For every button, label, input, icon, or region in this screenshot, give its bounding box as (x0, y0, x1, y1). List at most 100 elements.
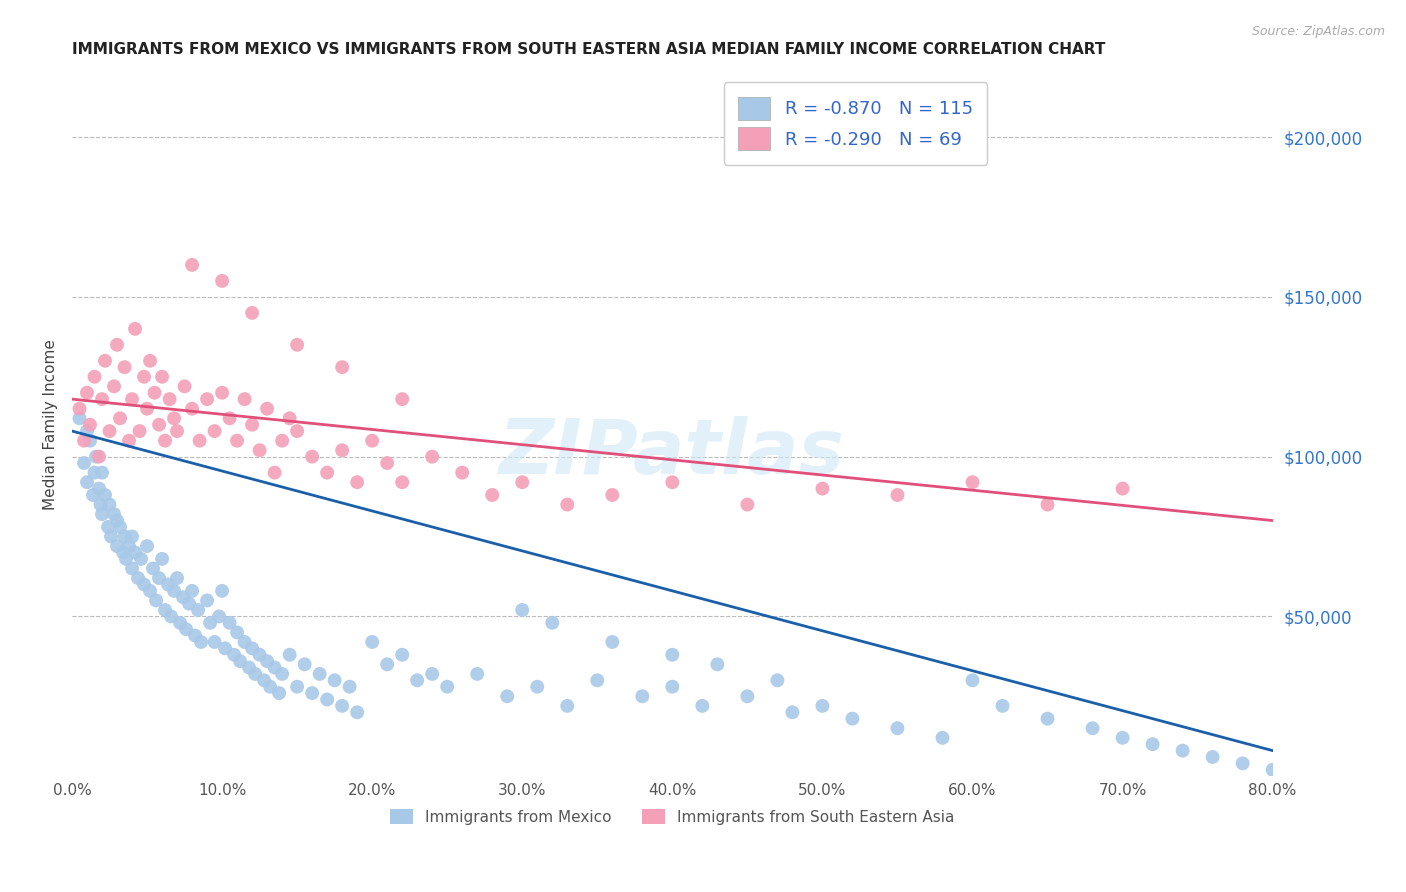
Point (240, 417, 263, 432)
Point (204, 635, 226, 649)
Point (98, 424, 121, 438)
Point (766, 673, 789, 688)
Point (198, 615, 221, 630)
Point (136, 401, 159, 416)
Point (496, 690, 519, 704)
Point (991, 698, 1014, 713)
Point (108, 411, 131, 425)
Point (436, 680, 458, 694)
Point (121, 561, 143, 575)
Point (811, 698, 834, 713)
Point (301, 450, 323, 464)
Point (124, 322, 146, 336)
Point (188, 434, 211, 448)
Point (127, 571, 149, 585)
Point (208, 609, 231, 624)
Point (97, 520, 120, 534)
Point (420, 667, 443, 681)
Point (271, 434, 294, 448)
Point (163, 583, 186, 598)
Point (181, 401, 204, 416)
Point (1081, 721, 1104, 735)
Point (132, 369, 155, 384)
Point (195, 593, 218, 607)
Point (1232, 756, 1254, 771)
Point (121, 529, 143, 543)
Point (181, 258, 204, 272)
Point (782, 706, 804, 720)
Y-axis label: Median Family Income: Median Family Income (44, 339, 58, 510)
Point (661, 475, 683, 490)
Point (259, 680, 281, 694)
Point (631, 690, 654, 704)
Point (166, 424, 188, 438)
Point (105, 514, 128, 528)
Point (177, 597, 200, 611)
Point (163, 411, 186, 425)
Point (226, 625, 249, 640)
Text: Source: ZipAtlas.com: Source: ZipAtlas.com (1251, 25, 1385, 38)
Point (330, 698, 353, 713)
Point (73, 434, 96, 448)
Point (586, 673, 609, 688)
Point (375, 456, 398, 470)
Point (73, 456, 96, 470)
Point (811, 482, 834, 496)
Point (294, 657, 316, 672)
Point (706, 657, 728, 672)
Point (76, 475, 98, 490)
Point (89, 498, 111, 512)
Point (510, 475, 533, 490)
Point (172, 591, 194, 605)
Point (150, 369, 173, 384)
Point (69, 411, 91, 425)
Point (218, 411, 240, 425)
Point (361, 635, 384, 649)
Point (1111, 482, 1133, 496)
Point (108, 520, 131, 534)
Point (82, 488, 104, 502)
Point (1171, 743, 1194, 757)
Point (229, 654, 252, 668)
Point (118, 539, 141, 553)
Point (346, 475, 368, 490)
Point (841, 712, 863, 726)
Point (962, 673, 984, 688)
Point (79, 434, 101, 448)
Point (451, 466, 474, 480)
Point (600, 635, 623, 649)
Point (87, 450, 110, 464)
Point (103, 507, 125, 521)
Point (510, 603, 533, 617)
Point (240, 641, 263, 656)
Point (105, 338, 128, 352)
Point (737, 690, 759, 704)
Point (346, 706, 368, 720)
Point (214, 641, 236, 656)
Point (91, 507, 114, 521)
Point (271, 667, 294, 681)
Point (661, 648, 683, 662)
Point (391, 392, 413, 406)
Point (84, 450, 107, 464)
Point (269, 686, 291, 700)
Point (159, 392, 181, 406)
Point (692, 698, 714, 713)
Point (98, 498, 121, 512)
Point (190, 635, 212, 649)
Point (150, 552, 173, 566)
Point (211, 274, 233, 288)
Point (263, 466, 285, 480)
Point (278, 648, 301, 662)
Point (330, 360, 353, 375)
Point (83, 369, 105, 384)
Point (263, 660, 285, 674)
Point (87, 482, 110, 496)
Point (157, 577, 180, 591)
Point (148, 571, 170, 585)
Point (249, 648, 271, 662)
Point (100, 529, 122, 543)
Point (600, 488, 623, 502)
Point (79, 417, 101, 432)
Point (391, 648, 413, 662)
